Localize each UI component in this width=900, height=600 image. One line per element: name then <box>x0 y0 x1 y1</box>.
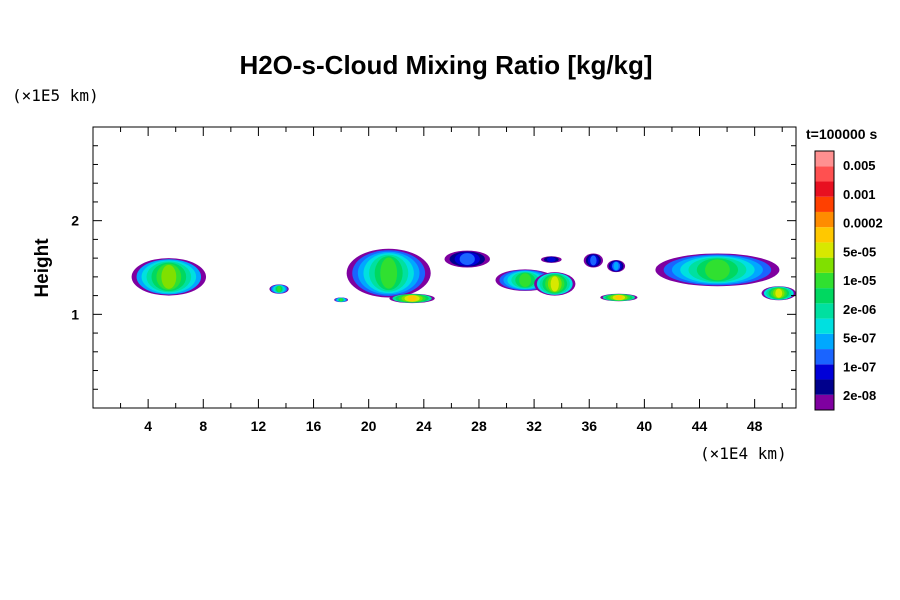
colorbar-label: 0.001 <box>843 187 876 202</box>
colorbar-swatch <box>815 303 834 319</box>
y-axis-label: Height <box>32 238 53 298</box>
cloud-band <box>705 259 730 281</box>
cloud-10 <box>583 253 604 268</box>
colorbar: 0.005 0.001 0.0002 5e-05 1e-05 2e-06 5e-07 1e-0… <box>814 150 883 411</box>
cloud-band <box>550 276 559 292</box>
x-tick-label: 4 <box>144 418 152 434</box>
cloud-14 <box>761 286 796 301</box>
x-tick-label: 16 <box>306 418 322 434</box>
x-tick-label: 44 <box>692 418 708 434</box>
x-tick-label: 20 <box>361 418 377 434</box>
cloud-band <box>590 255 597 266</box>
x-tick-label: 24 <box>416 418 432 434</box>
colorbar-label: 1e-07 <box>843 359 876 374</box>
cloud-band <box>519 273 532 288</box>
x-tick-label: 8 <box>199 418 207 434</box>
cloud-8 <box>534 272 576 296</box>
y-unit-label: (×1E5 km) <box>12 86 99 105</box>
x-tick-label: 40 <box>637 418 653 434</box>
plot-frame <box>92 126 797 409</box>
cloud-band <box>615 295 623 300</box>
colorbar-swatch <box>815 272 834 289</box>
cloud-5 <box>389 293 435 304</box>
colorbar-swatch <box>815 333 834 350</box>
y-tick-label: 2 <box>71 213 79 229</box>
cloud-band <box>161 264 177 289</box>
cloud-4 <box>346 248 431 298</box>
colorbar-label: 0.005 <box>843 158 876 173</box>
cloud-11 <box>600 293 638 302</box>
colorbar-frame <box>814 150 835 411</box>
colorbar-swatch <box>815 349 834 365</box>
colorbar-swatch <box>815 394 834 410</box>
cloud-3 <box>334 297 349 303</box>
colorbar-swatch <box>815 151 834 167</box>
colorbar-swatch <box>815 166 834 182</box>
colorbar-swatch <box>815 196 834 212</box>
colorbar-label: 2e-08 <box>843 388 876 403</box>
x-tick-label: 12 <box>251 418 267 434</box>
cloud-13 <box>655 253 780 287</box>
cloud-band <box>277 286 282 293</box>
x-tick-label: 48 <box>747 418 763 434</box>
x-tick-label: 32 <box>526 418 542 434</box>
chart-title: H2O-s-Cloud Mixing Ratio [kg/kg] <box>239 50 652 80</box>
colorbar-swatch <box>815 364 834 380</box>
cloud-band <box>546 257 556 262</box>
cloud-1 <box>131 258 207 296</box>
colorbar-label: 2e-06 <box>843 302 876 317</box>
colorbar-label: 5e-07 <box>843 331 876 346</box>
cloud-9 <box>540 256 562 263</box>
cloud-field <box>131 248 796 304</box>
time-label: t=100000 s <box>806 126 877 142</box>
colorbar-swatch <box>815 318 834 334</box>
cloud-band <box>339 298 343 302</box>
y-tick-label: 1 <box>71 306 79 322</box>
colorbar-swatch <box>815 379 834 395</box>
cloud-band <box>459 253 475 265</box>
colorbar-swatch <box>815 227 834 243</box>
cloud-12 <box>607 260 626 273</box>
colorbar-swatch <box>815 211 834 228</box>
colorbar-swatch <box>815 242 834 258</box>
cloud-band <box>775 288 783 298</box>
colorbar-swatch <box>815 288 834 304</box>
colorbar-label: 1e-05 <box>843 273 876 288</box>
colorbar-label: 5e-05 <box>843 244 876 259</box>
x-tick-label: 36 <box>581 418 597 434</box>
colorbar-swatch <box>815 257 834 273</box>
x-tick-label: 28 <box>471 418 487 434</box>
cloud-band <box>380 257 398 289</box>
colorbar-label: 0.0002 <box>843 216 883 231</box>
cloud-2 <box>269 284 289 294</box>
colorbar-swatch <box>815 181 834 197</box>
cloud-6 <box>444 250 490 268</box>
x-unit-label: (×1E4 km) <box>700 444 787 463</box>
cloud-band <box>613 261 619 271</box>
cloud-band <box>407 295 417 302</box>
